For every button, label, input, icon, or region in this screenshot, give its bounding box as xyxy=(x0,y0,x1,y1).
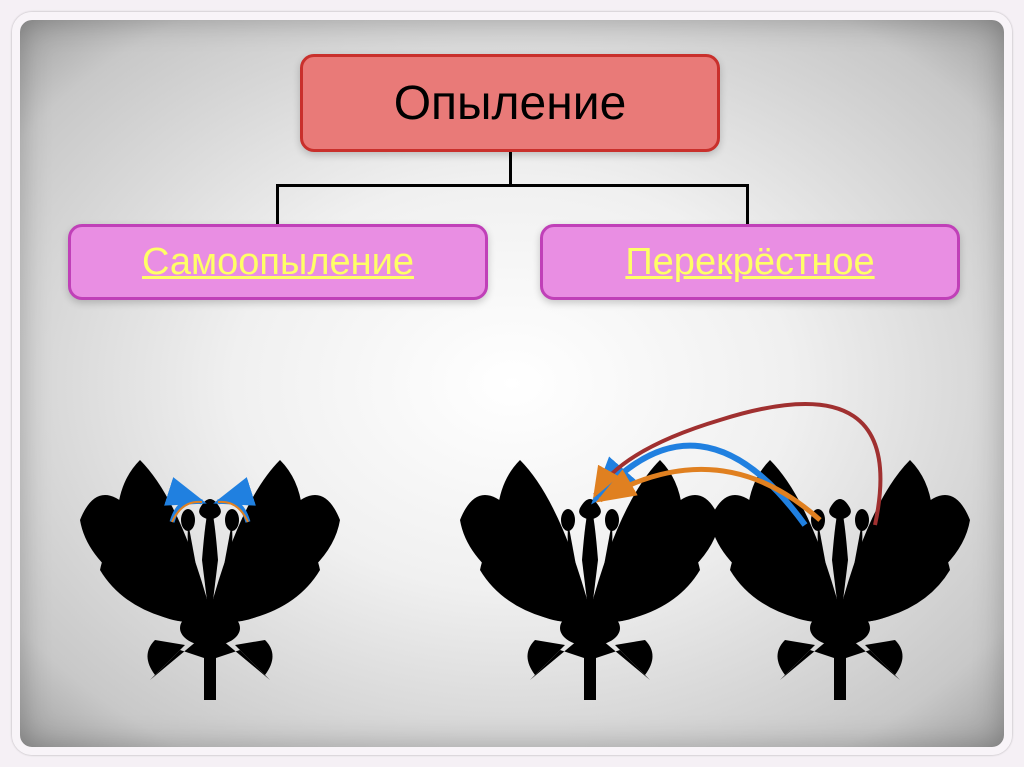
child-label: Самоопыление xyxy=(142,241,414,284)
flower-cross-b xyxy=(710,460,970,700)
flower-self-pollination xyxy=(80,460,340,700)
child-label: Перекрёстное xyxy=(625,241,874,284)
flowers-svg xyxy=(20,320,1012,750)
root-label: Опыление xyxy=(394,76,627,131)
root-node: Опыление xyxy=(300,54,720,152)
connector xyxy=(509,152,512,186)
connector xyxy=(276,184,279,226)
flower-cross-a xyxy=(460,460,720,700)
connector xyxy=(276,184,746,187)
flower-illustration-area xyxy=(20,320,1004,750)
connector xyxy=(746,184,749,226)
child-node-self-pollination[interactable]: Самоопыление xyxy=(68,224,488,300)
slide-frame: Опыление Самоопыление Перекрёстное xyxy=(12,12,1012,755)
child-node-cross-pollination[interactable]: Перекрёстное xyxy=(540,224,960,300)
